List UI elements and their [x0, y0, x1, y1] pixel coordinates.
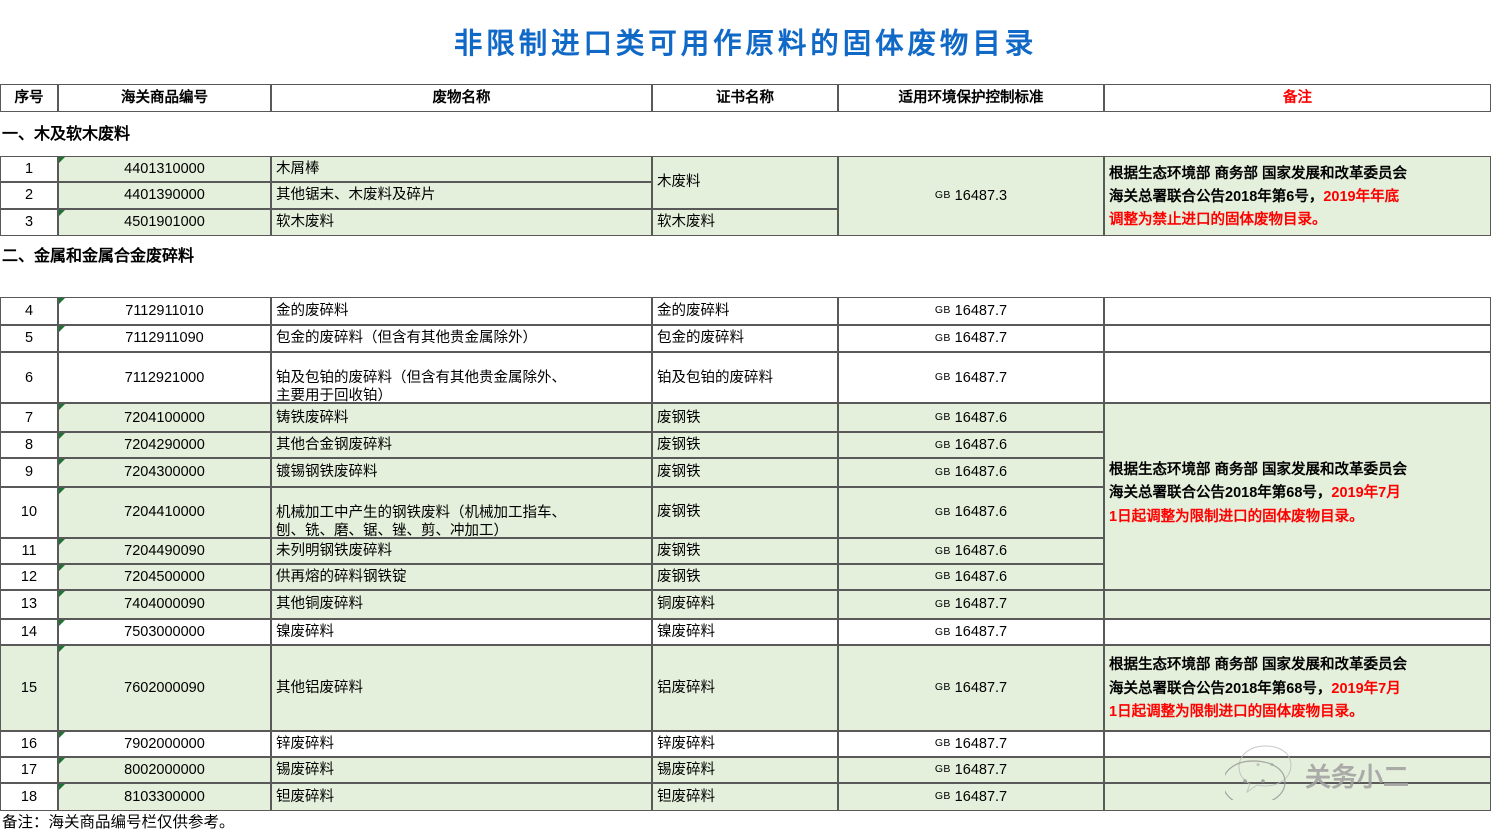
svg-text:关务小二: 关务小二 [1305, 762, 1409, 792]
